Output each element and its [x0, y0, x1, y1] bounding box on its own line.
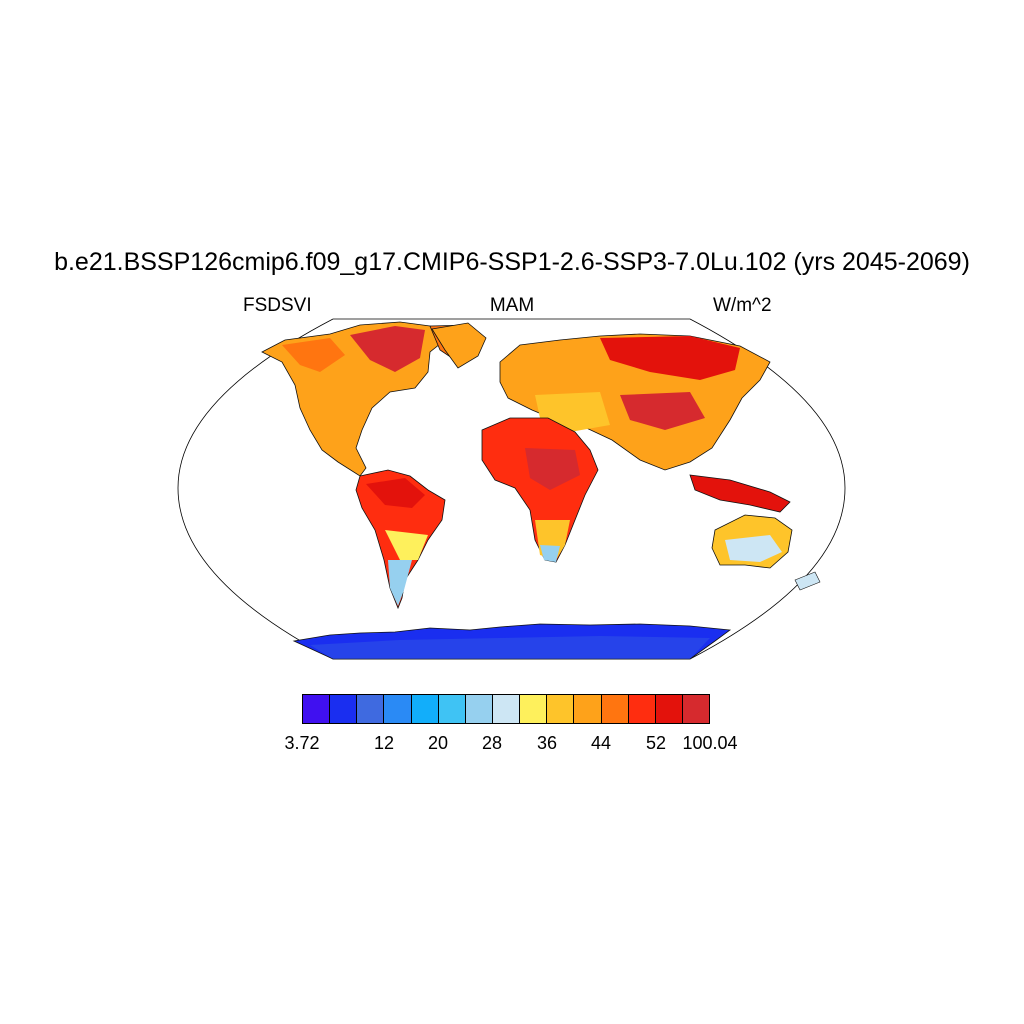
colorbar-swatch-14: [682, 695, 710, 723]
colorbar-swatch-12: [628, 695, 656, 723]
colorbar-swatch-13: [655, 695, 683, 723]
colorbar-swatch-6: [465, 695, 493, 723]
colorbar-swatch-4: [411, 695, 439, 723]
colorbar-swatch-10: [574, 695, 602, 723]
greenland: [431, 322, 487, 369]
colorbar-swatch-11: [601, 695, 629, 723]
colorbar-tick-label: 52: [645, 733, 667, 753]
colorbar-tick-label: 20: [427, 733, 449, 753]
units-label: W/m^2: [713, 295, 772, 316]
colorbar-tick-label: 3.72: [284, 733, 320, 753]
colorbar-swatch-1: [330, 695, 358, 723]
colorbar: [302, 694, 710, 724]
new-zealand: [794, 571, 821, 591]
season-label: MAM: [489, 295, 535, 316]
variable-label: FSDSVI: [243, 295, 312, 316]
colorbar-swatch-5: [438, 695, 466, 723]
colorbar-tick-label: 36: [536, 733, 558, 753]
antarctica: [292, 623, 732, 660]
colorbar-swatch-7: [492, 695, 521, 723]
colorbar-tick-label: 12: [373, 733, 395, 753]
colorbar-swatch-9: [547, 695, 575, 723]
colorbar-swatch-2: [357, 695, 385, 723]
colorbar-tick-label: 28: [481, 733, 503, 753]
colorbar-swatch-0: [303, 695, 331, 723]
colorbar-tick-label: 44: [590, 733, 612, 753]
colorbar-tick-label: 100.04: [682, 733, 738, 753]
southeast-asia: [689, 474, 791, 513]
colorbar-swatch-8: [520, 695, 548, 723]
plot-title: b.e21.BSSP126cmip6.f09_g17.CMIP6-SSP1-2.…: [54, 248, 970, 276]
colorbar-swatch-3: [384, 695, 412, 723]
